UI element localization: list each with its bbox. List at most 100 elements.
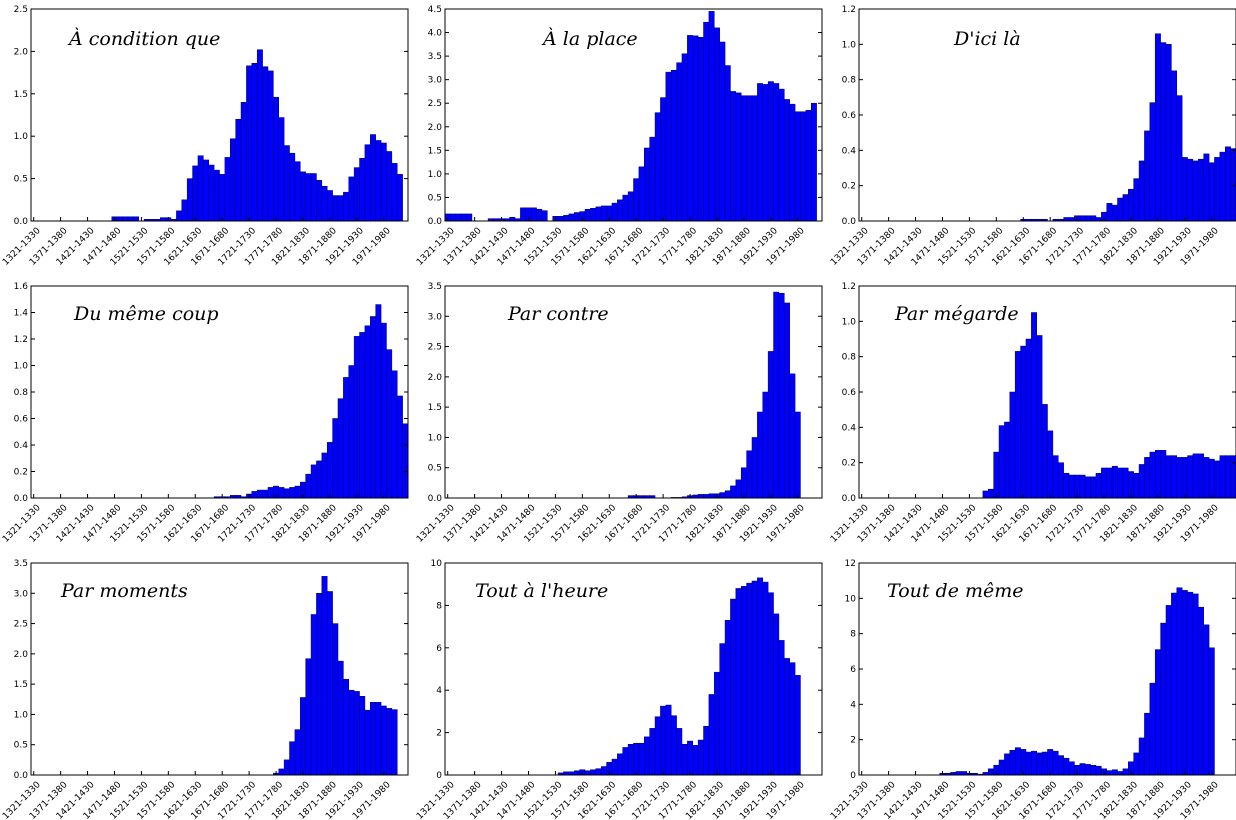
bar — [1106, 770, 1113, 776]
bar — [509, 216, 516, 222]
bar — [1230, 455, 1236, 499]
bar — [224, 157, 231, 222]
bar — [778, 88, 785, 222]
y-tick-label: 3.0 — [428, 312, 443, 322]
bar — [670, 69, 677, 222]
bar — [181, 199, 188, 222]
bar — [627, 744, 634, 776]
bar — [326, 591, 333, 776]
bar — [305, 658, 312, 776]
bar — [359, 696, 366, 776]
y-tick-label: 3.5 — [14, 559, 28, 569]
bar — [289, 487, 296, 499]
bar — [370, 702, 376, 776]
bar — [133, 216, 139, 222]
bar — [386, 151, 393, 222]
bar — [563, 215, 570, 222]
y-tick-label: 0.8 — [14, 388, 29, 398]
bar — [644, 147, 650, 222]
bar — [644, 736, 650, 776]
bar — [230, 138, 236, 222]
bar — [375, 304, 382, 499]
bar — [708, 11, 715, 222]
y-tick-label: 2.0 — [428, 123, 443, 133]
bar — [595, 768, 602, 776]
bar — [273, 96, 279, 222]
bar — [1208, 647, 1215, 776]
bar — [611, 202, 618, 222]
bar — [735, 92, 742, 222]
y-tick-label: 0.0 — [842, 494, 857, 504]
bar — [1176, 95, 1183, 222]
bar — [337, 195, 344, 222]
y-tick-label: 1.0 — [14, 362, 29, 372]
bar — [1084, 476, 1091, 499]
bar — [1052, 750, 1059, 776]
bar — [283, 759, 290, 776]
bar — [316, 180, 323, 222]
y-tick-label: 0.0 — [428, 217, 443, 227]
bar — [235, 118, 242, 222]
bar — [359, 158, 366, 222]
bar — [278, 768, 285, 776]
bar — [1192, 160, 1199, 222]
bar — [654, 112, 661, 222]
bar — [961, 771, 967, 776]
bar — [332, 195, 339, 222]
bar — [681, 744, 688, 776]
bar — [810, 102, 817, 222]
bar — [1068, 474, 1075, 499]
bar — [1138, 464, 1145, 499]
bar — [697, 37, 704, 222]
bar — [396, 395, 403, 499]
bar — [665, 71, 672, 222]
subplot-4: 0.00.20.40.60.81.01.21.41.61321-13301371… — [1, 282, 409, 545]
bar — [697, 494, 704, 499]
bar — [751, 95, 758, 222]
bar — [455, 213, 462, 222]
bar — [267, 487, 274, 499]
y-tick-label: 1.2 — [842, 5, 856, 15]
bar — [203, 159, 209, 222]
bar — [262, 489, 269, 499]
bar — [321, 576, 328, 776]
y-tick-label: 1.5 — [428, 403, 442, 413]
subplot-1: 0.00.51.01.52.02.51321-13301371-13801421… — [1, 5, 409, 268]
bar — [1160, 622, 1167, 776]
bar — [676, 728, 683, 776]
bar — [773, 83, 780, 222]
bar — [708, 694, 715, 776]
bar — [789, 662, 796, 776]
bar — [1111, 204, 1118, 222]
subplot-title: Par moments — [60, 580, 188, 602]
bar — [1128, 188, 1134, 222]
bar — [1171, 592, 1178, 776]
bar — [1171, 455, 1178, 499]
subplot-title: Tout à l'heure — [475, 580, 608, 602]
y-tick-label: 6 — [436, 644, 442, 654]
y-tick-label: 0.5 — [428, 464, 442, 474]
bar — [1063, 217, 1070, 222]
bar — [719, 492, 726, 499]
bar — [300, 697, 306, 776]
bar — [676, 62, 683, 222]
bar — [574, 212, 580, 222]
bar — [773, 291, 780, 499]
y-tick-label: 1.6 — [14, 282, 29, 292]
bar — [530, 207, 537, 222]
plot-frame — [444, 285, 823, 499]
y-tick-label: 2.5 — [14, 5, 28, 15]
bar — [730, 598, 737, 776]
bar — [600, 766, 607, 776]
bar — [1004, 753, 1011, 776]
bar — [746, 95, 753, 222]
y-tick-label: 1.5 — [14, 680, 28, 690]
bar — [595, 206, 602, 222]
y-tick-label: 0.0 — [14, 771, 29, 781]
bar — [988, 488, 994, 499]
bar — [751, 580, 758, 776]
bar — [353, 167, 360, 222]
bar — [1133, 178, 1140, 222]
bar — [1020, 345, 1027, 499]
